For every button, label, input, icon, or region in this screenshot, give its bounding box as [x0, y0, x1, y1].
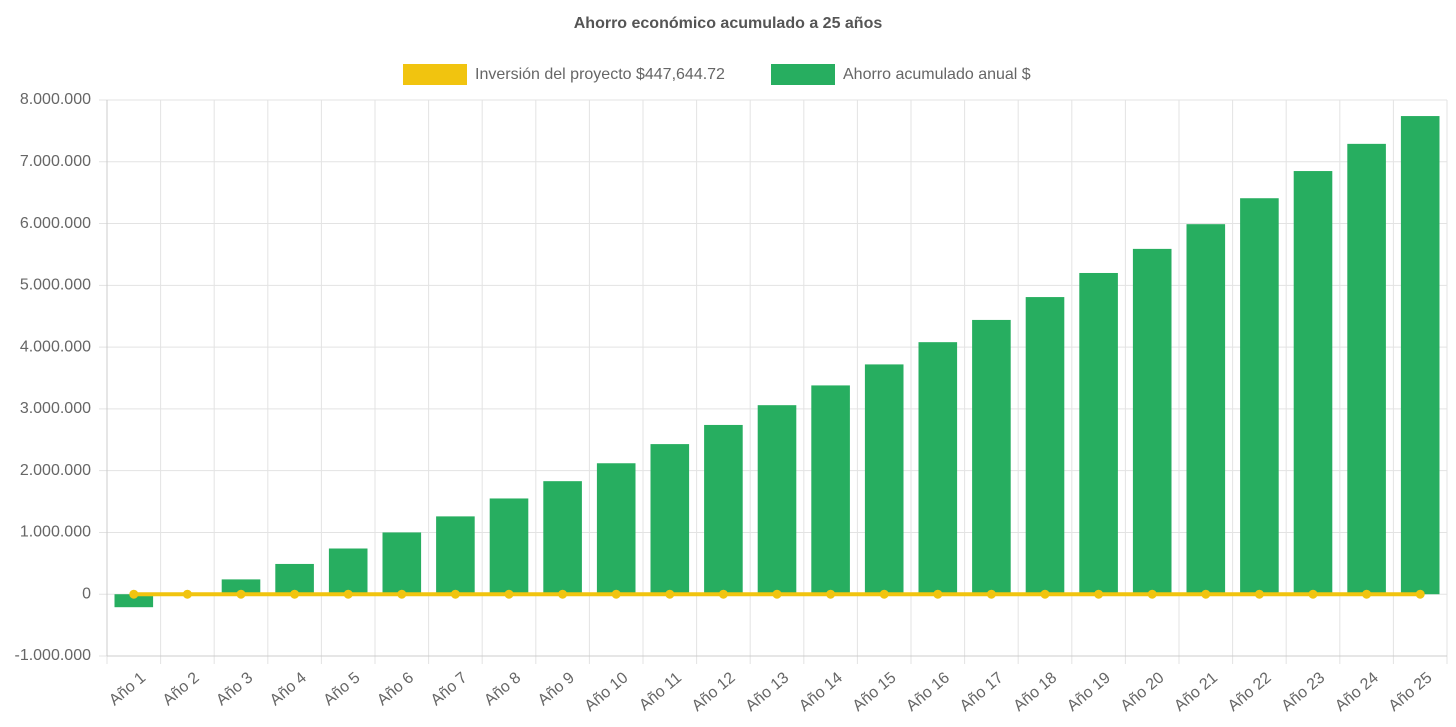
bar — [918, 342, 958, 595]
x-tick-label: Año 6 — [374, 669, 417, 709]
line-point — [772, 589, 782, 599]
x-tick-label: Año 23 — [1279, 669, 1329, 715]
x-tick-label: Año 2 — [160, 669, 203, 709]
bar — [811, 385, 850, 595]
y-tick-label: 4.000.000 — [20, 338, 91, 355]
x-tick-label: Año 1 — [106, 669, 149, 709]
line-point — [879, 589, 889, 599]
bar — [1186, 224, 1226, 595]
legend-swatch — [403, 64, 467, 85]
x-tick-label: Año 4 — [267, 669, 310, 709]
x-tick-label: Año 9 — [535, 669, 578, 709]
line-point — [611, 589, 621, 599]
bar — [1347, 143, 1386, 595]
bar — [489, 498, 529, 595]
x-tick-label: Año 21 — [1171, 669, 1221, 715]
bar — [328, 548, 368, 595]
bar — [1132, 248, 1172, 595]
bar — [1240, 198, 1279, 595]
x-tick-label: Año 7 — [428, 669, 471, 709]
x-tick-label: Año 5 — [321, 669, 364, 709]
line-point — [504, 589, 514, 599]
line-point — [182, 589, 192, 599]
legend-label: Ahorro acumulado anual $ — [843, 66, 1031, 83]
line-point — [1040, 589, 1050, 599]
line-point — [1415, 589, 1425, 599]
line-point — [558, 589, 568, 599]
y-tick-label: 0 — [82, 585, 91, 602]
bar — [1400, 116, 1440, 595]
x-tick-label: Año 16 — [903, 669, 953, 715]
bar — [596, 463, 636, 595]
x-tick-label: Año 11 — [636, 669, 685, 714]
y-tick-label: -1.000.000 — [14, 647, 91, 664]
bar — [1025, 297, 1065, 595]
line-point — [1147, 589, 1157, 599]
line-point — [343, 589, 353, 599]
bar — [114, 594, 154, 608]
x-tick-label: Año 19 — [1064, 669, 1114, 715]
bar — [436, 516, 475, 595]
legend-swatch — [771, 64, 835, 85]
line-point — [665, 589, 675, 599]
y-tick-label: 2.000.000 — [20, 462, 91, 479]
line-point — [718, 589, 728, 599]
chart-title: Ahorro económico acumulado a 25 años — [574, 15, 883, 32]
y-tick-label: 3.000.000 — [20, 400, 91, 417]
x-tick-label: Año 24 — [1332, 669, 1382, 715]
bar — [650, 444, 690, 595]
bar — [1293, 171, 1333, 595]
bar — [757, 405, 797, 595]
line-point — [1201, 589, 1211, 599]
x-tick-label: Año 13 — [743, 669, 793, 715]
line-point — [290, 589, 300, 599]
bar — [221, 579, 261, 595]
x-tick-label: Año 10 — [582, 669, 632, 715]
x-tick-label: Año 12 — [689, 669, 739, 715]
line-point — [1308, 589, 1318, 599]
line-point — [1362, 589, 1372, 599]
line-point — [450, 589, 460, 599]
line-point — [236, 589, 246, 599]
line-point — [1254, 589, 1264, 599]
y-tick-label: 7.000.000 — [20, 153, 91, 170]
x-tick-label: Año 25 — [1386, 669, 1436, 715]
bar — [543, 481, 582, 595]
y-tick-label: 5.000.000 — [20, 277, 91, 294]
x-tick-label: Año 3 — [213, 669, 256, 709]
bar — [275, 563, 314, 595]
line-point — [397, 589, 407, 599]
x-tick-label: Año 20 — [1118, 669, 1168, 715]
y-tick-label: 8.000.000 — [20, 91, 91, 108]
x-tick-label: Año 18 — [1011, 669, 1061, 715]
line-point — [1094, 589, 1104, 599]
bar — [972, 319, 1011, 595]
y-tick-label: 1.000.000 — [20, 524, 91, 541]
x-tick-label: Año 17 — [957, 669, 1007, 715]
line-point — [933, 589, 943, 599]
line-point — [129, 589, 139, 599]
x-tick-label: Año 22 — [1225, 669, 1275, 715]
x-tick-label: Año 14 — [796, 669, 846, 715]
bar — [1079, 272, 1118, 595]
bar — [864, 364, 904, 595]
bar — [382, 532, 422, 595]
line-point — [826, 589, 836, 599]
x-tick-label: Año 15 — [850, 669, 900, 715]
y-tick-label: 6.000.000 — [20, 215, 91, 232]
x-tick-label: Año 8 — [481, 669, 524, 709]
bar — [704, 424, 743, 595]
line-point — [986, 589, 996, 599]
legend-label: Inversión del proyecto $447,644.72 — [475, 66, 725, 83]
